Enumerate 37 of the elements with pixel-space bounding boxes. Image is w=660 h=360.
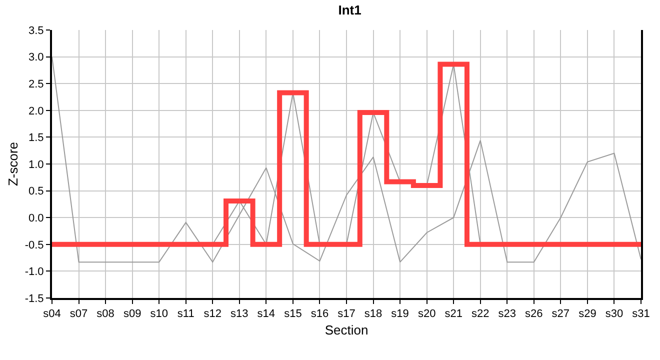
y-tick-label: 1.0 <box>28 158 44 171</box>
x-tick-label: s20 <box>418 308 436 320</box>
x-tick-label: s12 <box>204 308 222 320</box>
x-tick-label: s04 <box>43 308 61 320</box>
y-tick-label: -1.5 <box>24 292 44 305</box>
x-tick-label: s07 <box>70 308 88 320</box>
x-tick-label: s26 <box>525 308 543 320</box>
chart-title: Int1 <box>338 2 362 18</box>
x-tick-label: s10 <box>150 308 168 320</box>
y-tick-label: -1.0 <box>24 266 44 278</box>
x-tick-label: s29 <box>578 308 596 320</box>
y-tick-label: 3.0 <box>28 52 44 64</box>
x-axis-title: Section <box>324 322 368 338</box>
x-tick-label: s08 <box>96 308 114 320</box>
y-tick-label: 0.0 <box>28 212 44 224</box>
x-tick-label: s13 <box>230 308 248 320</box>
y-tick-label: 2.0 <box>28 105 44 118</box>
x-tick-label: s30 <box>605 308 624 320</box>
x-tick-label: s21 <box>444 308 462 320</box>
x-tick-label: s31 <box>632 308 650 320</box>
x-tick-label: s15 <box>284 308 302 320</box>
y-tick-label: 1.5 <box>28 132 44 144</box>
x-tick-label: s11 <box>177 308 194 320</box>
y-tick-label: 0.5 <box>28 186 44 198</box>
x-tick-label: s18 <box>364 308 382 320</box>
x-tick-label: s23 <box>498 308 516 320</box>
y-axis-title: Z-score <box>5 142 20 186</box>
x-tick-label: s16 <box>310 308 329 320</box>
y-tick-label: 3.5 <box>28 24 44 37</box>
x-tick-label: s14 <box>257 308 276 320</box>
x-tick-label: s19 <box>391 308 409 320</box>
y-tick-label: 2.5 <box>28 78 44 90</box>
x-tick-label: s17 <box>338 308 356 320</box>
y-tick-label: -0.5 <box>24 239 44 252</box>
x-tick-label: s09 <box>123 308 142 320</box>
x-tick-label: s27 <box>552 308 570 320</box>
x-tick-label: s22 <box>471 308 490 320</box>
